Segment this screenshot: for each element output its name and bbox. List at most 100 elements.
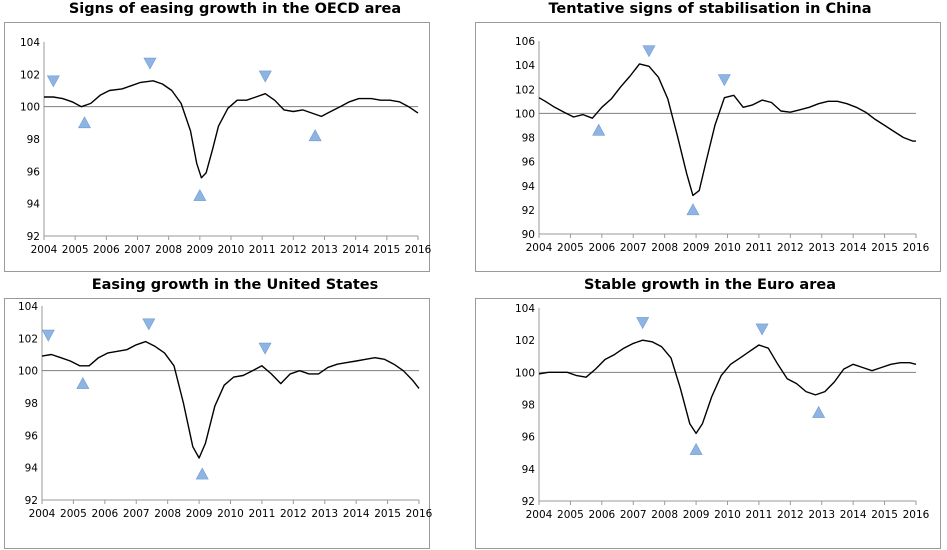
- chart-frame: [475, 298, 941, 549]
- x-tick-label: 2016: [903, 509, 930, 521]
- x-tick-label: 2006: [588, 242, 615, 254]
- x-tick-label: 2014: [840, 242, 867, 254]
- y-tick-label: 96: [522, 157, 536, 169]
- x-tick-label: 2010: [714, 242, 741, 254]
- x-tick-label: 2005: [557, 242, 584, 254]
- y-tick-label: 92: [522, 496, 535, 508]
- y-tick-label: 98: [522, 400, 535, 412]
- y-tick-label: 100: [515, 367, 535, 379]
- x-tick-label: 2009: [186, 244, 213, 256]
- chart-frame: [4, 22, 430, 272]
- peak-marker: [142, 318, 156, 331]
- x-tick-label: 2016: [405, 244, 432, 256]
- y-tick-label: 96: [27, 166, 41, 178]
- y-tick-label: 102: [18, 333, 38, 345]
- x-tick-label: 2004: [526, 242, 553, 254]
- peak-marker: [46, 75, 60, 88]
- y-tick-label: 100: [18, 366, 38, 378]
- x-tick-label: 2007: [620, 509, 647, 521]
- chart-frame: [4, 298, 430, 549]
- x-tick-label: 2009: [186, 508, 213, 520]
- x-tick-label: 2013: [808, 242, 835, 254]
- y-tick-label: 98: [522, 133, 535, 145]
- x-tick-label: 2008: [154, 508, 181, 520]
- x-tick-label: 2006: [91, 508, 118, 520]
- chart-title: Stable growth in the Euro area: [583, 277, 836, 293]
- x-tick-label: 2012: [280, 508, 307, 520]
- x-tick-label: 2008: [651, 509, 678, 521]
- chart-panel-china: Tentative signs of stabilisation in Chin…: [473, 0, 947, 272]
- x-tick-label: 2013: [808, 509, 835, 521]
- y-tick-label: 92: [27, 231, 40, 243]
- x-tick-label: 2012: [777, 242, 804, 254]
- chart-china: 90 92 94 96 98 100 102 104 106 2004 2005 2006 2007 20…: [515, 36, 930, 254]
- trough-marker: [686, 203, 700, 216]
- trough-marker: [812, 405, 826, 418]
- peak-marker: [642, 45, 656, 58]
- chart-panel-euro: Stable growth in the Euro area 92 94 96 98 1…: [473, 276, 947, 550]
- x-tick-label: 2012: [777, 509, 804, 521]
- trough-marker: [308, 129, 322, 142]
- x-tick-label: 2012: [280, 244, 307, 256]
- trough-marker: [592, 123, 606, 136]
- x-tick-label: 2010: [714, 509, 741, 521]
- x-tick-label: 2008: [155, 244, 182, 256]
- y-tick-label: 100: [20, 102, 40, 114]
- x-tick-label: 2011: [249, 508, 276, 520]
- peak-marker: [258, 342, 272, 355]
- x-tick-label: 2013: [311, 508, 338, 520]
- trough-marker: [78, 116, 92, 129]
- x-tick-label: 2007: [124, 244, 151, 256]
- trough-marker: [195, 467, 209, 480]
- y-tick-label: 104: [515, 303, 535, 315]
- x-tick-label: 2015: [374, 508, 401, 520]
- x-tick-label: 2004: [526, 509, 553, 521]
- y-tick-label: 100: [515, 108, 535, 120]
- peak-marker: [636, 317, 650, 330]
- x-tick-label: 2009: [683, 242, 710, 254]
- x-tick-label: 2008: [651, 242, 678, 254]
- trough-marker: [689, 442, 703, 455]
- chart-euro: 92 94 96 98 100 102 104 2004 2005 2006 2007 2008 200…: [515, 303, 930, 521]
- x-tick-label: 2010: [218, 244, 245, 256]
- y-tick-label: 98: [27, 134, 40, 146]
- x-tick-label: 2006: [93, 244, 120, 256]
- peak-marker: [41, 329, 55, 342]
- y-tick-label: 96: [522, 432, 536, 444]
- y-tick-label: 92: [25, 495, 38, 507]
- x-tick-label: 2004: [29, 508, 56, 520]
- y-tick-label: 106: [515, 36, 535, 48]
- y-tick-label: 94: [522, 181, 536, 193]
- series-line: [538, 63, 916, 197]
- chart-frame: [475, 22, 941, 272]
- x-tick-label: 2011: [746, 509, 773, 521]
- x-tick-label: 2016: [406, 508, 433, 520]
- x-tick-label: 2015: [373, 244, 400, 256]
- chart-panel-oecd: Signs of easing growth in the OECD area …: [0, 0, 470, 272]
- chart-oecd: 92 94 96 98 100 102 104 2004 2005 2006 2007 2008 200…: [20, 37, 432, 256]
- y-tick-label: 104: [18, 301, 38, 313]
- trough-marker: [193, 188, 207, 201]
- chart-panel-us: Easing growth in the United States 92 94 9…: [0, 276, 470, 550]
- x-tick-label: 2013: [311, 244, 338, 256]
- y-tick-label: 94: [25, 463, 39, 475]
- chart-title: Tentative signs of stabilisation in Chin…: [548, 1, 872, 17]
- y-tick-label: 102: [20, 69, 40, 81]
- y-tick-label: 98: [25, 398, 38, 410]
- y-tick-label: 90: [522, 229, 535, 241]
- peak-marker: [258, 70, 272, 83]
- x-tick-label: 2015: [871, 242, 898, 254]
- x-tick-label: 2006: [588, 509, 615, 521]
- peak-marker: [755, 323, 769, 336]
- x-tick-label: 2014: [343, 508, 370, 520]
- peak-marker: [143, 57, 157, 70]
- x-tick-label: 2005: [62, 244, 89, 256]
- y-tick-label: 104: [515, 60, 535, 72]
- x-tick-label: 2005: [557, 509, 584, 521]
- x-tick-label: 2011: [746, 242, 773, 254]
- chart-title: Signs of easing growth in the OECD area: [68, 1, 402, 17]
- series-line: [41, 340, 420, 459]
- y-tick-label: 94: [522, 464, 536, 476]
- x-tick-label: 2009: [683, 509, 710, 521]
- x-tick-label: 2004: [31, 244, 58, 256]
